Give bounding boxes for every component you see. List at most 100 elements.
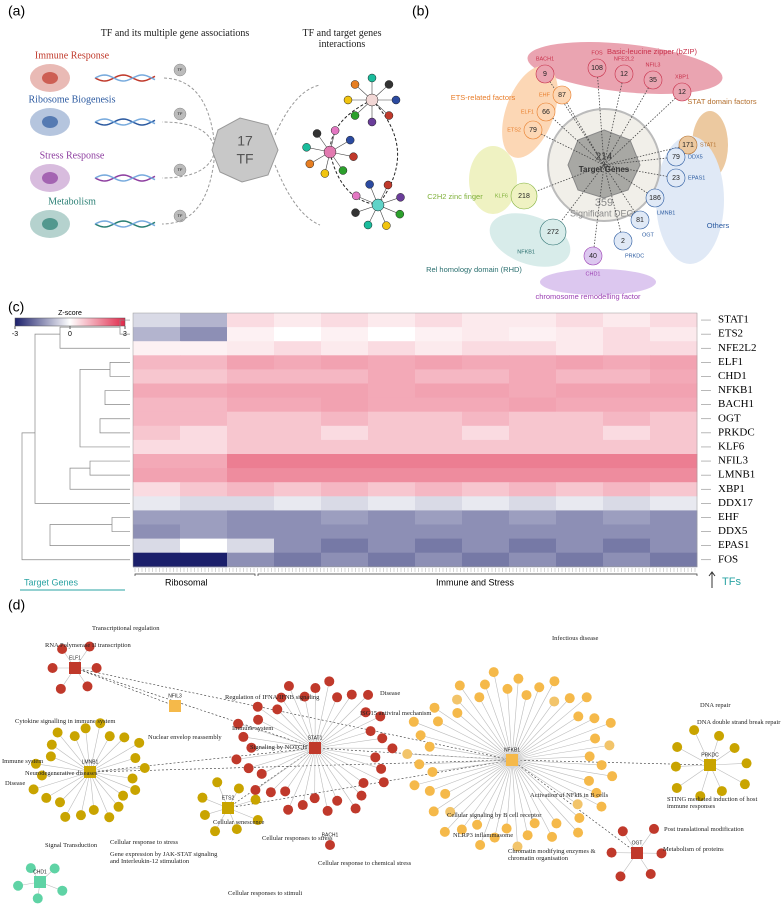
network-edge: [236, 747, 316, 760]
hub-node: [222, 802, 234, 814]
heatmap-cell: [180, 397, 228, 413]
heatmap-cell: [650, 538, 698, 554]
network-node: [199, 809, 210, 820]
network-node: [402, 749, 413, 760]
tf-name: NFKB1: [517, 249, 535, 255]
network-node: [564, 693, 575, 704]
network-node: [322, 805, 333, 816]
heatmap-cell: [321, 552, 369, 568]
network-node: [210, 826, 221, 837]
network-node: [134, 737, 145, 748]
heatmap-cell: [509, 355, 557, 370]
heatmap-cell: [509, 397, 557, 413]
network-node: [250, 785, 261, 796]
row-label: ETS2: [718, 328, 743, 340]
row-label: EHF: [718, 511, 739, 523]
network-node: [529, 818, 540, 829]
network-edge: [494, 759, 513, 838]
term-label: Regulation of IFNA/IFNB signaling: [225, 694, 320, 701]
network-node: [346, 689, 357, 700]
heatmap-cell: [415, 355, 463, 370]
heatmap-cell: [556, 425, 604, 441]
heatmap-cell: [180, 439, 228, 455]
heatmap-cell: [650, 439, 698, 455]
term-label: Chromatin modifying enzymes & chromatin …: [508, 848, 596, 863]
network-edge: [89, 771, 136, 791]
network-node: [501, 823, 512, 834]
heatmap-cell: [133, 355, 181, 370]
network-edge: [314, 747, 356, 809]
network-node: [49, 863, 60, 874]
heatmap-cell: [227, 411, 275, 427]
tf-count: 12: [620, 71, 628, 78]
net-node: [350, 111, 360, 120]
heatmap-cell: [321, 411, 369, 427]
heatmap-cell: [556, 524, 604, 539]
network-node: [283, 804, 294, 815]
network-node: [581, 692, 592, 703]
heatmap-cell: [368, 341, 416, 356]
heatmap-cell: [415, 383, 463, 398]
net-hub: [323, 145, 337, 159]
network-edge: [511, 759, 518, 847]
heatmap-cell: [180, 496, 228, 511]
network-edge: [243, 736, 316, 749]
network-node: [591, 787, 602, 798]
network-node: [408, 716, 419, 727]
term-label: Signal Transduction: [45, 842, 98, 849]
network-node: [231, 754, 242, 765]
cell-icon: [42, 72, 58, 84]
dna: [94, 118, 156, 126]
network-edge: [414, 759, 513, 786]
heatmap-cell: [556, 538, 604, 554]
network-node: [118, 790, 129, 801]
tf-bubble: [666, 168, 686, 188]
heatmap-cell: [415, 369, 463, 384]
hub-label: STAT1: [308, 735, 323, 741]
term-label: Cellular response to stress: [110, 839, 179, 846]
tf-count: 12: [678, 89, 686, 96]
network-node: [30, 758, 41, 769]
network-node: [445, 806, 456, 817]
network-edge: [407, 753, 513, 761]
network-edge: [314, 747, 362, 796]
hub-label: NFIL3: [168, 693, 182, 699]
network-node: [104, 812, 115, 823]
heatmap-cell: [556, 439, 604, 455]
network-node: [596, 760, 607, 771]
tf-name: OGT: [642, 232, 655, 238]
group-label: Ribosomal: [165, 577, 208, 587]
net-node: [351, 208, 360, 217]
heatmap-cell: [509, 369, 557, 384]
network-node: [377, 733, 388, 744]
heatmap-cell: [180, 341, 228, 356]
network-edge: [437, 721, 513, 761]
network-node: [424, 785, 435, 796]
heatmap-cell: [462, 369, 510, 384]
network-edge: [493, 672, 513, 761]
network-node: [256, 768, 267, 779]
tf-count: 108: [591, 65, 603, 72]
net-node: [343, 95, 353, 105]
tf-bubble: [539, 218, 567, 246]
hub-node: [704, 759, 716, 771]
tf-icon-label: TF: [178, 111, 183, 116]
heatmap-cell: [415, 439, 463, 455]
heatmap-cell: [462, 313, 510, 328]
row-label: ELF1: [718, 356, 743, 368]
net-node: [350, 80, 360, 89]
network-edge: [511, 759, 578, 805]
heatmap-cell: [509, 510, 557, 525]
heatmap-cell: [650, 482, 698, 497]
heatmap-cell: [603, 552, 651, 568]
heatmap-cell: [556, 482, 604, 497]
arrow: [161, 77, 216, 151]
group-label: Immune and Stress: [436, 577, 515, 587]
network-edge: [35, 763, 91, 773]
heatmap-cell: [133, 313, 181, 328]
panel-label: (c): [8, 299, 24, 315]
arrow: [161, 121, 216, 151]
center-label: TF: [236, 151, 253, 167]
heatmap-cell: [556, 397, 604, 413]
heatmap-cell: [180, 327, 228, 342]
